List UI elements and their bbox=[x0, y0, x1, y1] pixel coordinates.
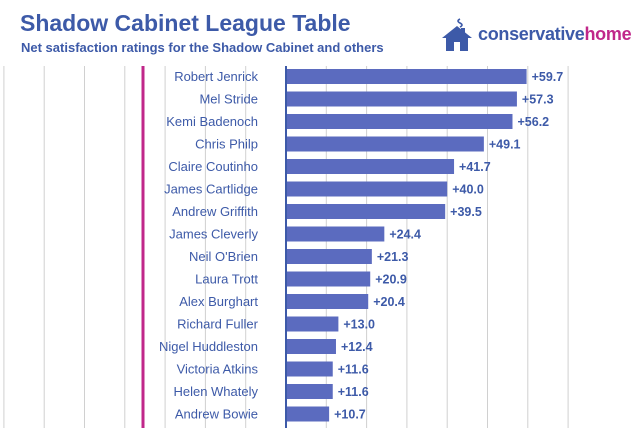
category-label: Nigel Huddleston bbox=[159, 339, 258, 354]
chart-subtitle: Net satisfaction ratings for the Shadow … bbox=[21, 40, 384, 55]
logo-word-conservative: conservative bbox=[478, 23, 585, 44]
category-label: James Cleverly bbox=[169, 227, 258, 242]
bar bbox=[286, 249, 372, 264]
category-label: Helen Whately bbox=[173, 384, 258, 399]
bar bbox=[286, 406, 330, 422]
category-label: Alex Burghart bbox=[179, 294, 258, 309]
logo-wordmark: conservativehome bbox=[478, 23, 632, 45]
bar bbox=[286, 114, 513, 129]
category-label: Claire Coutinho bbox=[168, 159, 258, 174]
bar bbox=[286, 136, 484, 152]
conservativehome-logo: conservativehome bbox=[440, 12, 632, 56]
category-label: James Cartlidge bbox=[164, 182, 258, 197]
bar bbox=[286, 294, 369, 309]
value-label: +12.4 bbox=[341, 340, 373, 354]
value-label: +41.7 bbox=[459, 160, 491, 174]
category-label: Mel Stride bbox=[199, 92, 258, 107]
value-label: +49.1 bbox=[489, 138, 521, 152]
category-label: Victoria Atkins bbox=[177, 362, 259, 377]
bar bbox=[286, 316, 339, 332]
bar bbox=[286, 226, 385, 242]
value-label: +10.7 bbox=[334, 408, 366, 422]
category-label: Kemi Badenoch bbox=[166, 114, 258, 129]
value-label: +13.0 bbox=[343, 318, 375, 332]
value-label: +20.9 bbox=[375, 273, 407, 287]
house-icon bbox=[442, 18, 472, 51]
bar bbox=[286, 204, 446, 219]
bar bbox=[286, 271, 371, 287]
value-label: +56.2 bbox=[517, 115, 549, 129]
category-label: Neil O'Brien bbox=[189, 249, 258, 264]
bar bbox=[286, 69, 527, 84]
value-label: +39.5 bbox=[450, 205, 482, 219]
value-label: +21.3 bbox=[377, 250, 409, 264]
bar bbox=[286, 159, 455, 174]
bar bbox=[286, 339, 336, 354]
category-label: Richard Fuller bbox=[177, 317, 259, 332]
value-label: +11.6 bbox=[338, 385, 369, 399]
category-label: Robert Jenrick bbox=[174, 69, 258, 84]
category-label: Laura Trott bbox=[195, 272, 258, 287]
value-label: +40.0 bbox=[452, 183, 484, 197]
chart-title: Shadow Cabinet League Table bbox=[20, 10, 351, 36]
logo-word-home: home bbox=[584, 23, 632, 44]
value-label: +24.4 bbox=[389, 228, 421, 242]
value-label: +59.7 bbox=[532, 70, 564, 84]
value-label: +20.4 bbox=[373, 295, 405, 309]
bar bbox=[286, 181, 448, 197]
bar bbox=[286, 384, 333, 399]
bar bbox=[286, 91, 517, 107]
category-label: Andrew Griffith bbox=[172, 204, 258, 219]
value-label: +11.6 bbox=[338, 363, 369, 377]
value-label: +57.3 bbox=[522, 93, 554, 107]
bar bbox=[286, 361, 333, 377]
category-label: Andrew Bowie bbox=[175, 407, 258, 422]
category-label: Chris Philp bbox=[195, 137, 258, 152]
